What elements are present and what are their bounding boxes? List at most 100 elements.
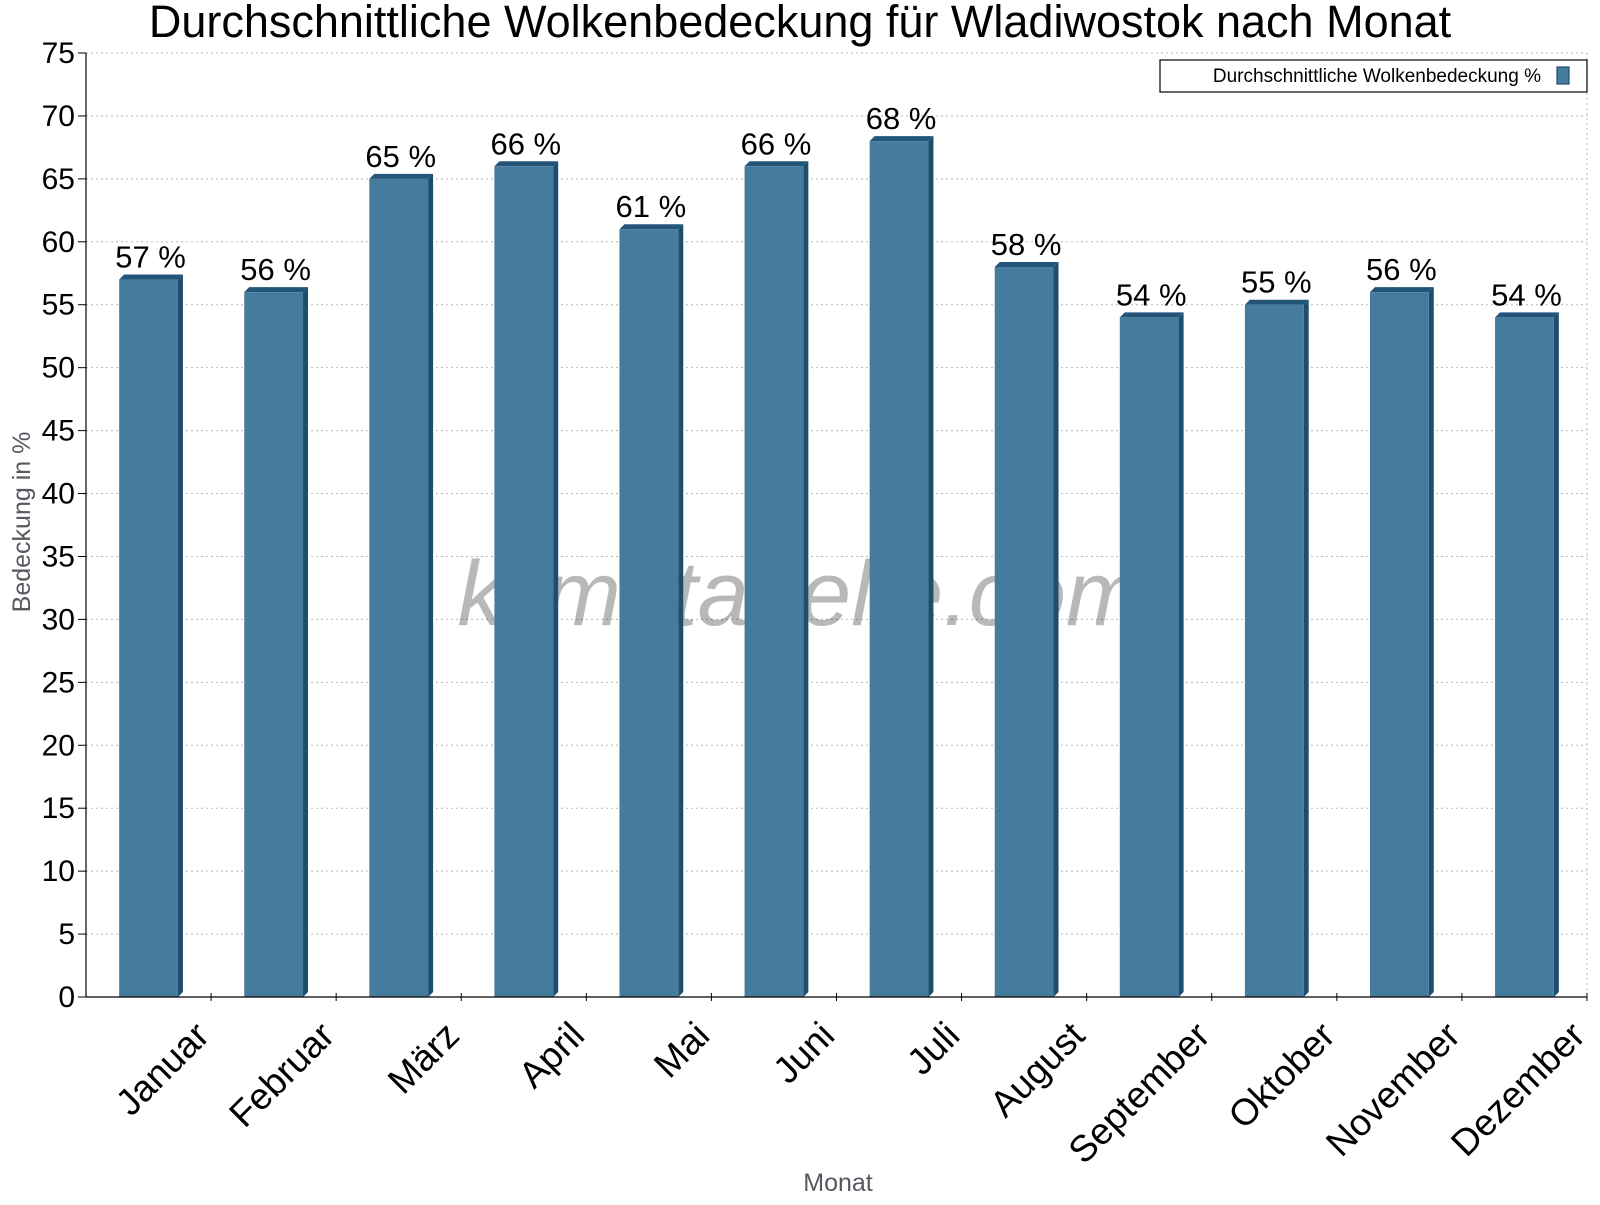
bar-top [994,261,1059,267]
bar-top [119,274,183,280]
gridlines [86,52,1588,997]
data-label: 66 % [490,126,561,161]
x-tick-label: Januar [108,1014,217,1123]
data-label: 56 % [1366,252,1437,287]
x-tick-label: November [1318,1014,1468,1164]
data-label: 54 % [1491,277,1562,312]
y-tick-label: 45 [42,415,75,448]
bar-front [244,292,304,997]
bar-front [744,166,804,997]
x-tick-label: März [380,1014,467,1101]
legend-label: Durchschnittliche Wolkenbedeckung % [1213,66,1541,87]
y-tick-label: 65 [42,163,75,196]
bar-märz [369,173,434,997]
x-tick-labels: Januar Februar März April Mai Juni Juli AugustS… [108,1014,1593,1171]
data-label: 61 % [616,189,687,224]
data-label: 57 % [115,240,186,275]
bar-side [803,161,809,997]
bar-top [1119,312,1184,318]
bar-top [1369,287,1434,293]
bar-side [1428,287,1434,997]
bar-side [1553,312,1559,997]
legend-box [1159,59,1588,93]
x-tick-label: Juli [899,1014,967,1082]
bar-juni [744,161,809,997]
x-tick-label: Juni [765,1014,842,1091]
y-tick-label: 70 [42,100,75,133]
chart-title: Durchschnittliche Wolkenbedeckung für Wl… [149,0,1452,47]
bar-mai [619,224,684,998]
bar-side [428,173,434,997]
x-tick-label: April [511,1014,592,1095]
y-tick-label: 50 [42,352,75,385]
x-tick-label: August [982,1014,1093,1125]
bar-april [494,161,559,997]
y-tick-label: 20 [42,729,75,762]
y-tick-label: 0 [58,981,75,1014]
bar-front [994,266,1054,997]
y-tick-label: 30 [42,603,75,636]
data-label: 68 % [866,101,937,136]
bar-front [1369,292,1429,997]
bar-top [244,287,309,293]
x-tick-label: Mai [646,1014,717,1085]
y-tick-label: 25 [42,666,75,699]
y-tick-label: 75 [42,37,75,70]
bar-dezember [1495,312,1559,997]
bar-top [1495,312,1559,318]
bar-november [1369,287,1434,997]
y-tick-label: 55 [42,289,75,322]
bar-top [619,224,684,230]
data-label: 66 % [741,126,812,161]
bar-september [1119,312,1184,997]
bar-front [1495,317,1554,997]
y-axis-title: Bedeckung in % [8,432,36,613]
bar-side [177,274,183,997]
x-tick-label: Oktober [1221,1014,1343,1136]
bar-januar [119,274,183,997]
data-label: 54 % [1116,277,1187,312]
bar-oktober [1244,299,1309,997]
bar-top [744,161,809,167]
bar-front [1119,317,1179,997]
bars [119,136,1559,998]
bar-side [1053,261,1059,997]
bar-front [869,141,929,997]
y-tick-label: 35 [42,540,75,573]
bar-august [994,261,1059,997]
y-tick-labels: 0 5 10 15 20 25 30 35 40 45 50 55 60 65 70 75 [42,37,75,1014]
bar-front [119,279,178,997]
bar-side [928,136,934,997]
bar-side [1178,312,1184,997]
bar-front [619,229,679,998]
bar-side [553,161,559,997]
y-tick-label: 60 [42,226,75,259]
y-tick-label: 5 [58,918,75,951]
data-label: 56 % [240,252,311,287]
bar-top [1244,299,1309,305]
data-label: 65 % [365,139,436,174]
bar-februar [244,287,309,997]
bar-top [494,161,559,167]
bar-side [303,287,309,997]
data-labels: 57 % 56 % 65 % 66 % 61 % 66 % 68 % 58 % 54 % 55 %… [115,101,1562,312]
legend: Durchschnittliche Wolkenbedeckung % [1159,59,1588,93]
bar-front [1244,304,1304,997]
y-tick-label: 10 [42,855,75,888]
x-tick-label: Februar [221,1014,342,1135]
bar-top [869,136,934,142]
y-tick-label: 15 [42,792,75,825]
bar-front [369,178,429,997]
data-label: 55 % [1241,265,1312,300]
y-tick-label: 40 [42,478,75,511]
x-axis-title: Monat [803,1169,873,1197]
bar-side [1303,299,1309,997]
x-tick-label: Dezember [1443,1014,1593,1164]
bar-front [494,166,554,997]
data-label: 58 % [991,227,1062,262]
axes [78,52,1588,1001]
bar-side [678,224,684,998]
bar-top [369,173,434,179]
